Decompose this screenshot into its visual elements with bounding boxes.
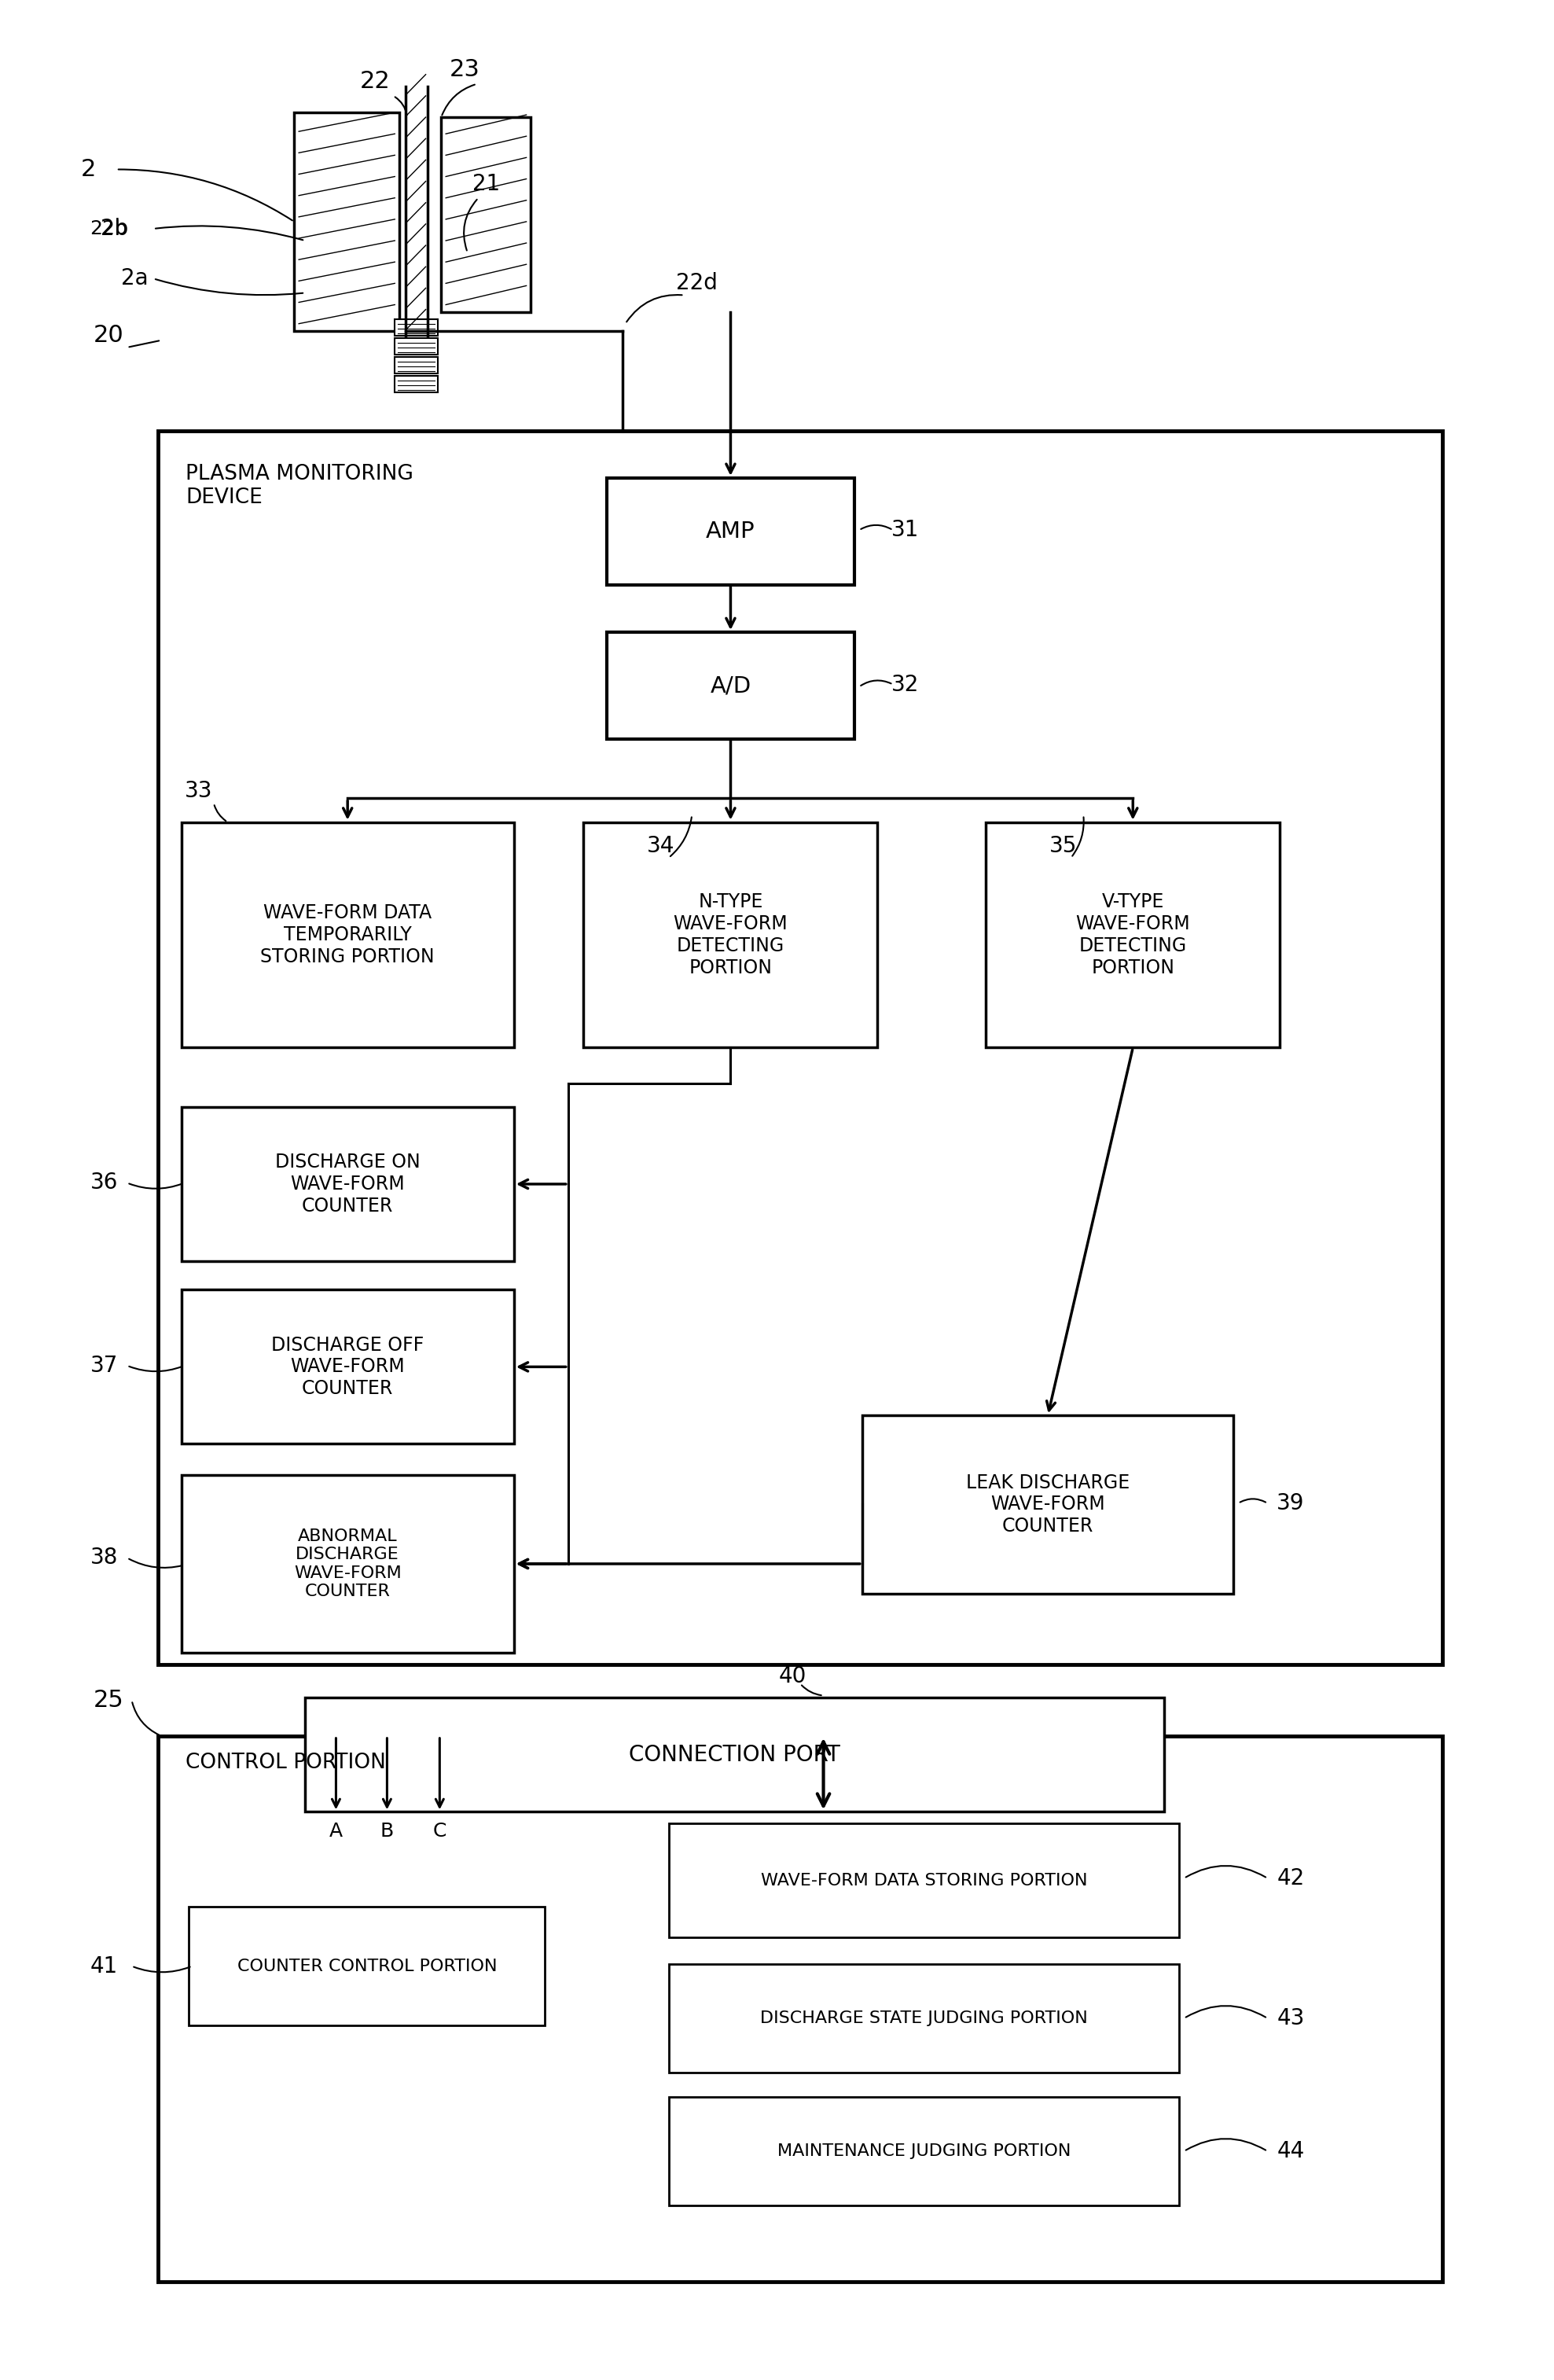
Text: WAVE-FORM DATA STORING PORTION: WAVE-FORM DATA STORING PORTION (761, 1873, 1088, 1890)
FancyBboxPatch shape (182, 1476, 514, 1652)
Text: 25: 25 (93, 1690, 124, 1711)
Text: CONNECTION PORT: CONNECTION PORT (629, 1745, 841, 1766)
Text: 21: 21 (472, 174, 500, 195)
Text: LEAK DISCHARGE
WAVE-FORM
COUNTER: LEAK DISCHARGE WAVE-FORM COUNTER (967, 1473, 1130, 1535)
Text: DISCHARGE OFF
WAVE-FORM
COUNTER: DISCHARGE OFF WAVE-FORM COUNTER (272, 1335, 424, 1397)
Text: CONTROL PORTION: CONTROL PORTION (186, 1752, 387, 1773)
FancyBboxPatch shape (862, 1416, 1234, 1595)
Text: 40: 40 (779, 1666, 807, 1687)
FancyBboxPatch shape (182, 1107, 514, 1261)
Text: 43: 43 (1277, 2006, 1305, 2030)
Text: V-TYPE
WAVE-FORM
DETECTING
PORTION: V-TYPE WAVE-FORM DETECTING PORTION (1075, 892, 1190, 978)
Text: 2a: 2a (121, 267, 149, 290)
FancyBboxPatch shape (668, 1823, 1179, 1937)
FancyBboxPatch shape (584, 821, 878, 1047)
Text: MAINTENANCE JUDGING PORTION: MAINTENANCE JUDGING PORTION (777, 2144, 1071, 2159)
Text: COUNTER CONTROL PORTION: COUNTER CONTROL PORTION (238, 1959, 497, 1973)
Text: 22b: 22b (90, 219, 127, 238)
Text: 31: 31 (892, 519, 920, 540)
FancyBboxPatch shape (182, 1290, 514, 1445)
Text: AMP: AMP (706, 521, 755, 543)
Text: N-TYPE
WAVE-FORM
DETECTING
PORTION: N-TYPE WAVE-FORM DETECTING PORTION (673, 892, 788, 978)
Text: 44: 44 (1277, 2140, 1305, 2163)
Text: 36: 36 (90, 1171, 118, 1195)
Text: C: C (434, 1821, 446, 1840)
Text: WAVE-FORM DATA
TEMPORARILY
STORING PORTION: WAVE-FORM DATA TEMPORARILY STORING PORTI… (261, 904, 435, 966)
FancyBboxPatch shape (668, 1964, 1179, 2073)
Text: 22: 22 (359, 69, 390, 93)
FancyBboxPatch shape (305, 1697, 1164, 1811)
Text: 20: 20 (93, 324, 124, 347)
FancyBboxPatch shape (159, 1735, 1442, 2282)
Text: DISCHARGE STATE JUDGING PORTION: DISCHARGE STATE JUDGING PORTION (760, 2011, 1088, 2025)
FancyBboxPatch shape (182, 821, 514, 1047)
Text: 2b: 2b (101, 217, 129, 240)
Text: 35: 35 (1049, 835, 1077, 857)
Text: 38: 38 (90, 1547, 118, 1568)
Text: 2: 2 (81, 157, 96, 181)
FancyBboxPatch shape (606, 633, 855, 740)
FancyBboxPatch shape (190, 1906, 545, 2025)
Text: A: A (329, 1821, 343, 1840)
Text: B: B (381, 1821, 393, 1840)
FancyBboxPatch shape (159, 431, 1442, 1664)
Text: 23: 23 (449, 60, 480, 81)
Text: 41: 41 (90, 1954, 118, 1978)
Text: 22d: 22d (676, 271, 718, 295)
Text: 37: 37 (90, 1354, 118, 1376)
Text: DISCHARGE ON
WAVE-FORM
COUNTER: DISCHARGE ON WAVE-FORM COUNTER (275, 1152, 420, 1216)
Text: PLASMA MONITORING
DEVICE: PLASMA MONITORING DEVICE (186, 464, 413, 507)
Text: 39: 39 (1277, 1492, 1305, 1514)
FancyBboxPatch shape (668, 2097, 1179, 2206)
FancyBboxPatch shape (294, 112, 399, 331)
FancyBboxPatch shape (985, 821, 1280, 1047)
Text: A/D: A/D (710, 674, 751, 697)
FancyBboxPatch shape (395, 357, 438, 374)
Text: ABNORMAL
DISCHARGE
WAVE-FORM
COUNTER: ABNORMAL DISCHARGE WAVE-FORM COUNTER (294, 1528, 401, 1599)
Text: 32: 32 (892, 674, 920, 695)
FancyBboxPatch shape (395, 376, 438, 393)
FancyBboxPatch shape (441, 117, 531, 312)
FancyBboxPatch shape (606, 478, 855, 585)
Text: 34: 34 (646, 835, 674, 857)
FancyBboxPatch shape (395, 319, 438, 336)
Text: 42: 42 (1277, 1868, 1305, 1890)
FancyBboxPatch shape (395, 338, 438, 355)
Text: 33: 33 (185, 781, 213, 802)
